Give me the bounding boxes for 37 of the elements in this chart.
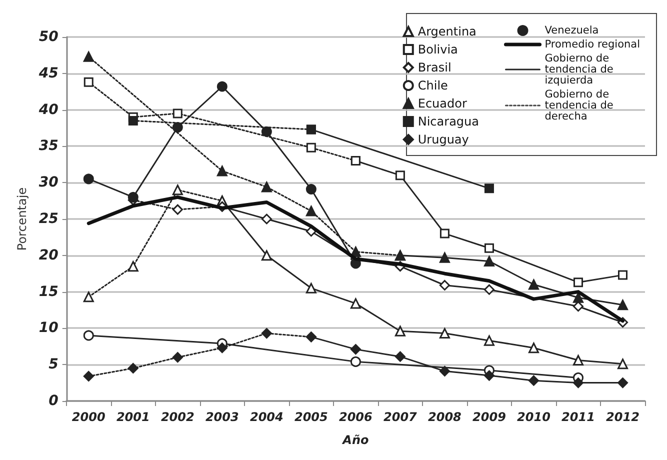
y-tick-label: 35 [38, 138, 59, 154]
y-tick-label: 45 [38, 65, 59, 82]
legend-label: Nicaragua [418, 114, 479, 128]
x-tick-label: 2000 [72, 410, 106, 424]
legend-label: Venezuela [544, 24, 599, 36]
legend-label: Promedio regional [544, 38, 640, 50]
y-tick-label: 10 [38, 320, 59, 336]
x-tick-label: 2003 [205, 410, 239, 424]
y-tick-label: 30 [38, 174, 59, 191]
y-tick-label: 5 [48, 356, 59, 373]
legend-label: Uruguay [418, 132, 469, 146]
legend-label: Chile [418, 78, 448, 92]
x-tick-label: 2006 [338, 410, 372, 424]
x-tick-label: 2005 [294, 410, 328, 424]
legend-label: Gobierno de tendencia de izquierda [544, 52, 614, 86]
x-tick-label: 2007 [383, 410, 418, 424]
y-tick-label: 15 [38, 284, 59, 300]
legend-label: Brasil [418, 60, 452, 74]
y-tick-label: 50 [38, 29, 59, 45]
x-tick-label: 2009 [472, 410, 506, 424]
x-tick-label: 2012 [606, 410, 640, 424]
y-tick-label: 40 [38, 102, 59, 118]
legend-label: Argentina [418, 24, 476, 38]
legend-label: Ecuador [418, 96, 467, 110]
x-tick-label: 2010 [517, 410, 550, 424]
x-tick-label: 2004 [250, 410, 284, 424]
x-tick-label: 2011 [562, 410, 595, 424]
x-tick-label: 2002 [160, 410, 194, 424]
legend-label: Gobierno de tendencia de derecha [544, 88, 614, 122]
y-tick-label: 25 [38, 211, 59, 227]
legend-label: Bolivia [418, 42, 458, 56]
x-tick-label: 2008 [428, 410, 462, 424]
y-tick-label: 20 [38, 247, 59, 264]
y-tick-label: 0 [48, 393, 59, 409]
x-axis-title: Año [342, 433, 369, 447]
x-tick-label: 2001 [116, 410, 150, 424]
y-axis-title: Porcentaje [15, 187, 29, 251]
